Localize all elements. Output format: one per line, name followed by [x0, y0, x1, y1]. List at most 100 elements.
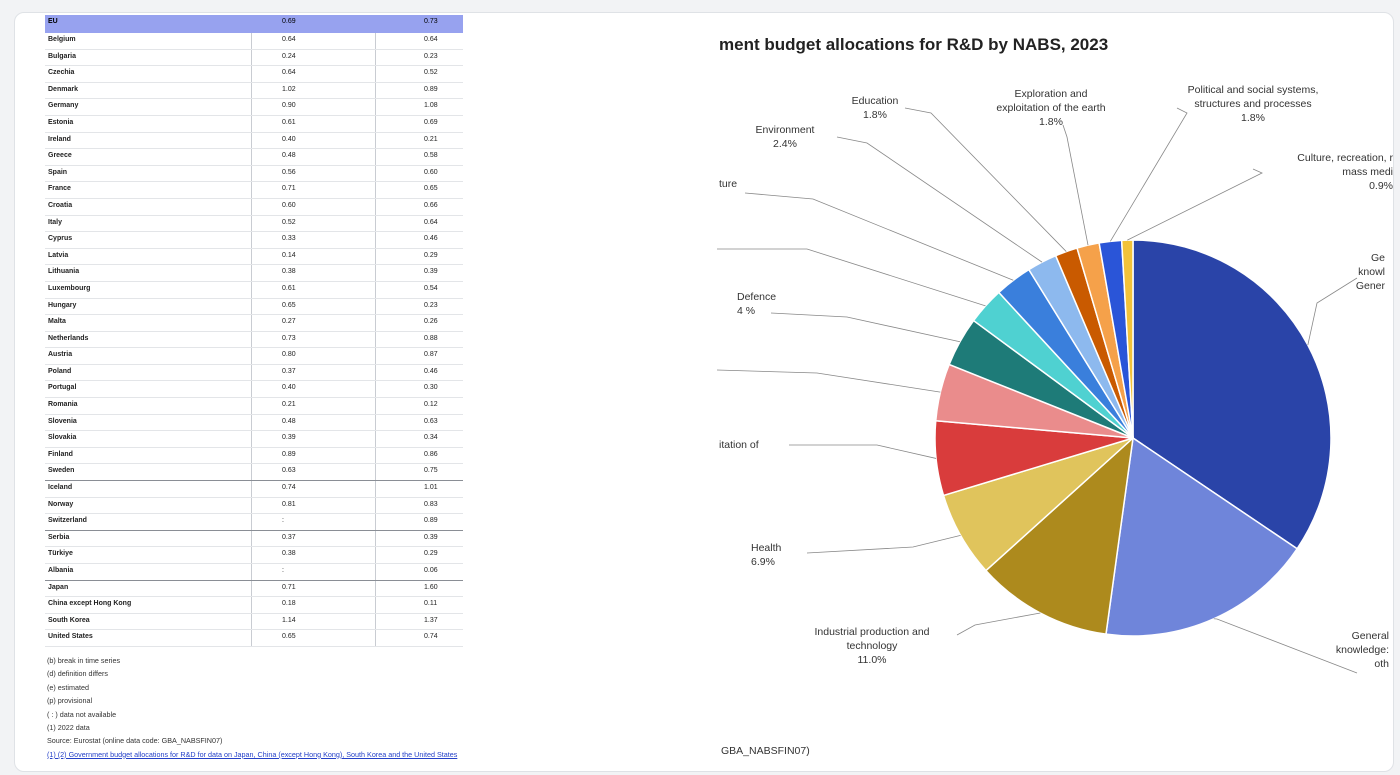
country-cell: Finland [48, 450, 73, 458]
leader-line [1127, 168, 1263, 241]
table-row: Croatia 0.60 0.66 [45, 199, 463, 216]
table-row: Türkiye 0.38 0.29 [45, 547, 463, 564]
value-2023-cell: 0.12 [424, 401, 438, 409]
value-2022-cell: 0.38 [282, 550, 296, 558]
value-2023-cell: 0.60 [424, 168, 438, 176]
value-2023-cell: 0.89 [424, 85, 438, 93]
country-cell: Austria [48, 351, 73, 359]
note-line: (e) estimated [47, 682, 89, 692]
table-row: Denmark 1.02 0.89 [45, 83, 463, 100]
value-2022-cell: 0.74 [282, 484, 296, 492]
table-row: Slovenia 0.48 0.63 [45, 415, 463, 432]
note-line: (b) break in time series [47, 656, 121, 665]
value-2023-cell: 1.01 [424, 484, 438, 492]
table-row: Sweden 0.63 0.75 [45, 464, 463, 482]
value-2023-cell: 0.65 [424, 185, 438, 193]
table-row: Malta 0.27 0.26 [45, 315, 463, 332]
header-value-2022: 0.69 [282, 18, 296, 25]
value-2023-cell: 0.66 [424, 201, 438, 209]
value-2023-cell: 0.58 [424, 152, 438, 160]
slice-label: Exploration and exploitation of the earth… [996, 88, 1105, 128]
slice-label: Ge knowl Gener [1356, 252, 1386, 292]
country-cell: Sweden [48, 467, 75, 475]
country-cell: Lithuania [48, 268, 80, 276]
table-row: Romania 0.21 0.12 [45, 398, 463, 415]
chart-source: GBA_NABSFIN07) [721, 745, 810, 757]
value-2023-cell: 1.08 [424, 102, 438, 110]
slice-label: itation of [719, 439, 759, 451]
value-2023-cell: 0.74 [424, 633, 438, 641]
table-row: Estonia 0.61 0.69 [45, 116, 463, 133]
country-cell: Malta [48, 318, 66, 326]
value-2023-cell: 0.88 [424, 334, 438, 342]
country-cell: Netherlands [48, 334, 89, 342]
country-cell: France [48, 185, 71, 193]
table-row: Spain 0.56 0.60 [45, 166, 463, 183]
table-row: Germany 0.90 1.08 [45, 99, 463, 116]
value-2022-cell: 0.73 [282, 334, 296, 342]
value-2023-cell: 0.39 [424, 533, 438, 541]
content-card: EU 0.69 0.73 Belgium 0.64 0.64 Bulgaria 0.24… [14, 12, 1394, 772]
country-cell: Portugal [48, 384, 77, 392]
value-2022-cell: 0.48 [282, 417, 296, 425]
country-cell: Slovakia [48, 434, 77, 442]
value-2022-cell: 0.90 [282, 102, 296, 110]
country-cell: Ireland [48, 135, 71, 143]
country-cell: Latvia [48, 251, 69, 259]
value-2023-cell: 0.06 [424, 567, 438, 574]
table-row: Poland 0.37 0.46 [45, 365, 463, 382]
country-cell: Croatia [48, 201, 73, 209]
table-row: China except Hong Kong 0.18 0.11 [45, 597, 463, 614]
table-row: Finland 0.89 0.86 [45, 448, 463, 465]
slice-label: Culture, recreation, r mass medi 0.9% [1297, 152, 1393, 192]
value-2022-cell: 0.33 [282, 235, 296, 243]
table-row: Bulgaria 0.24 0.23 [45, 50, 463, 67]
country-cell: China except Hong Kong [48, 600, 132, 608]
table-row: Czechia 0.64 0.52 [45, 66, 463, 83]
value-2022-cell: 1.14 [282, 616, 296, 624]
value-2022-cell: 0.56 [282, 168, 296, 176]
value-2022-cell: : [282, 567, 284, 574]
country-cell: Luxembourg [48, 284, 91, 292]
value-2022-cell: 0.18 [282, 600, 296, 608]
country-cell: Belgium [48, 36, 76, 43]
country-cell: Spain [48, 168, 68, 176]
value-2023-cell: 0.46 [424, 235, 438, 243]
value-2023-cell: 0.83 [424, 500, 438, 508]
chart-title: ment budget allocations for R&D by NABS,… [719, 35, 1109, 54]
value-2022-cell: 1.02 [282, 85, 296, 93]
table-row: United States 0.65 0.74 [45, 630, 463, 647]
country-cell: Iceland [48, 484, 73, 492]
source-link[interactable]: (1) (2) Government budget allocations fo… [47, 749, 458, 759]
value-2022-cell: : [282, 517, 284, 525]
value-2022-cell: 0.60 [282, 201, 296, 209]
source-note: Source: Eurostat (online data code: GBA_… [47, 736, 223, 746]
value-2022-cell: 0.89 [282, 450, 296, 458]
note-line: (p) provisional [47, 696, 93, 706]
table-row: Luxembourg 0.61 0.54 [45, 282, 463, 299]
country-cell: Poland [48, 367, 72, 375]
slice-label: Education 1.8% [852, 95, 899, 121]
value-2023-cell: 0.75 [424, 467, 438, 475]
value-2023-cell: 0.54 [424, 284, 438, 292]
value-2023-cell: 0.21 [424, 135, 438, 143]
slice-label: Industrial production and technology 11.0% [815, 626, 930, 666]
value-2023-cell: 0.23 [424, 301, 438, 309]
country-cell: Greece [48, 152, 72, 160]
value-2022-cell: 0.64 [282, 36, 296, 43]
country-cell: Switzerland [48, 517, 87, 525]
pie-slice [1105, 436, 1299, 637]
country-cell: Italy [48, 218, 63, 226]
value-2023-cell: 0.87 [424, 351, 438, 359]
country-cell: Romania [48, 401, 78, 409]
leader-line [717, 369, 941, 393]
table-body: Belgium 0.64 0.64 Bulgaria 0.24 0.23 Czechia 0.… [45, 33, 463, 647]
header-value-2023: 0.73 [424, 18, 438, 25]
country-cell: Bulgaria [48, 52, 77, 60]
value-2022-cell: 0.27 [282, 318, 296, 326]
value-2023-cell: 0.86 [424, 450, 438, 458]
leader-line [836, 136, 1043, 263]
value-2022-cell: 0.61 [282, 284, 296, 292]
country-cell: Türkiye [48, 550, 73, 558]
value-2023-cell: 0.64 [424, 218, 438, 226]
